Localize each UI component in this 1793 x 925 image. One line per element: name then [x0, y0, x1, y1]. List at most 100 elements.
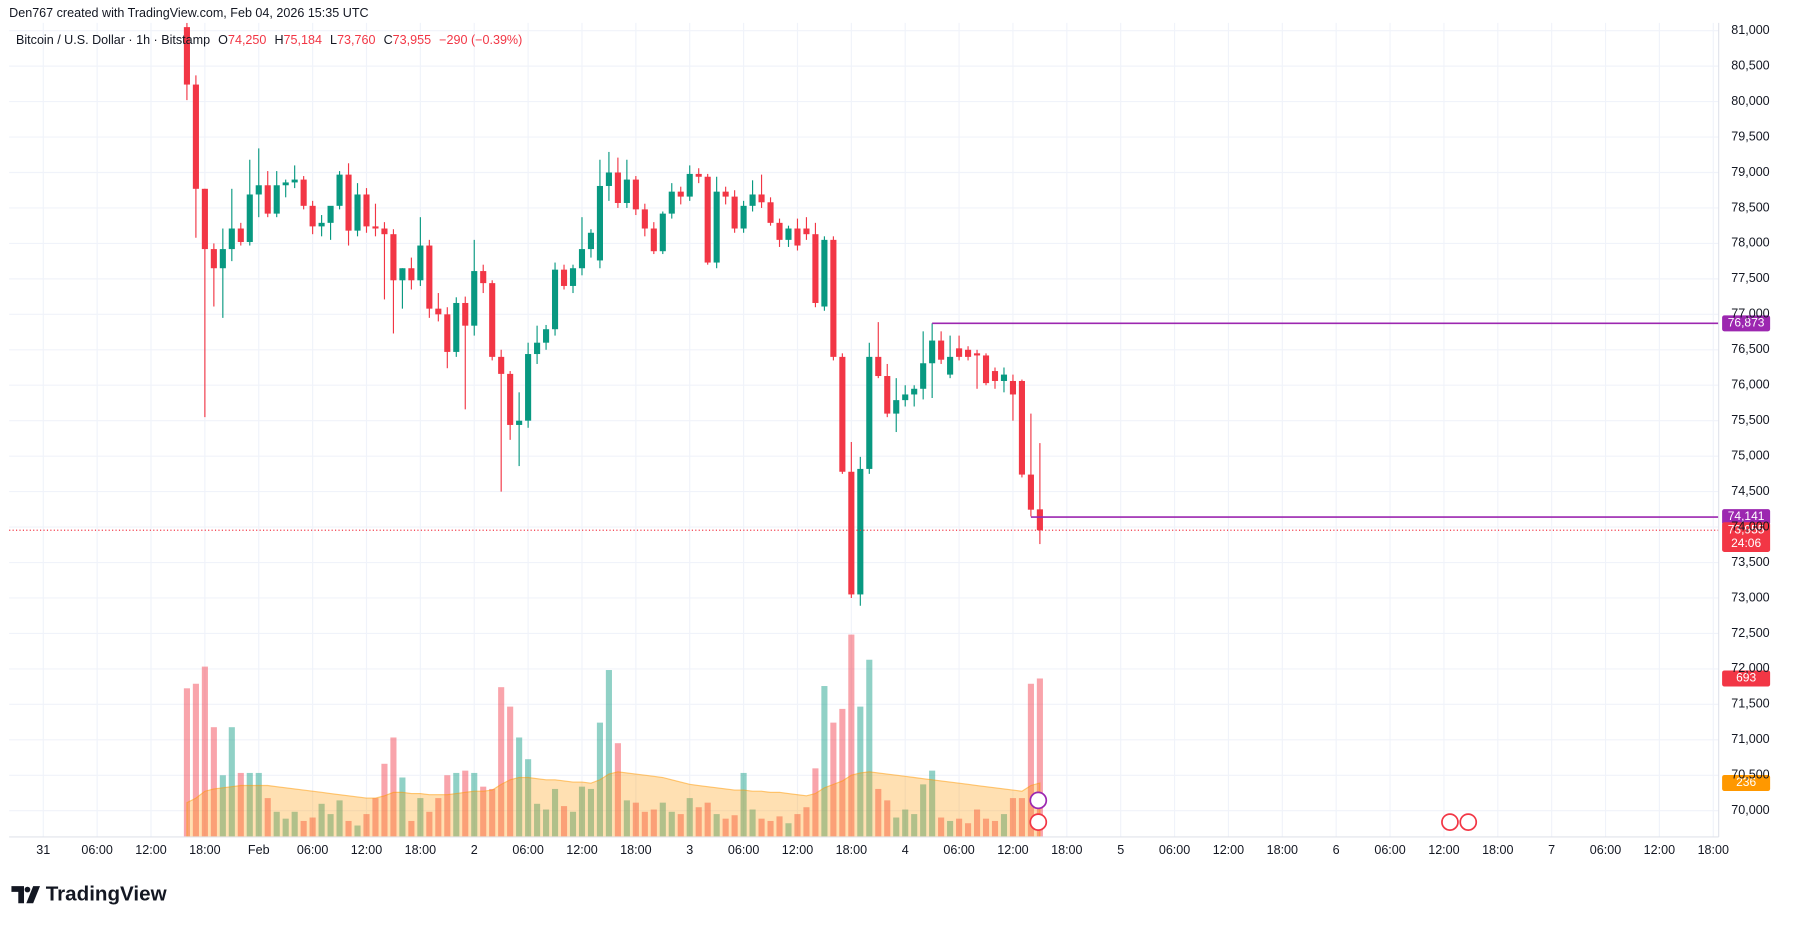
volume-bar — [336, 800, 343, 837]
volume-ma-area — [186, 771, 1041, 837]
volume-bar — [749, 809, 756, 837]
volume-bar — [444, 775, 451, 837]
event-icon[interactable] — [1441, 813, 1459, 831]
price-label-box — [1722, 522, 1771, 552]
volume-bar — [210, 727, 217, 837]
event-icon[interactable] — [1029, 813, 1048, 831]
volume-bar — [884, 800, 891, 837]
volume-bar — [282, 818, 289, 837]
ohlc-value: 75,184 — [284, 33, 322, 47]
volume-bar — [821, 686, 828, 837]
y-tick-label: 71,000 — [1731, 732, 1769, 746]
candle-body — [722, 191, 729, 197]
candle-body — [677, 191, 684, 197]
candle-body — [596, 185, 603, 261]
ohlc-value: 73,955 — [393, 33, 431, 47]
volume-bar — [911, 814, 918, 837]
volume-bar — [758, 818, 765, 837]
volume-bar — [381, 763, 388, 837]
volume-bar — [516, 737, 523, 837]
volume-bar — [731, 815, 738, 837]
volume-bar — [569, 811, 577, 837]
x-tick-label: 12:00 — [351, 843, 382, 857]
volume-bar — [650, 809, 657, 837]
candle-body — [830, 239, 837, 357]
candle-body — [767, 202, 774, 223]
y-tick-label: 72,000 — [1731, 661, 1769, 675]
candle-body — [623, 179, 630, 203]
symbol-title: Bitcoin / U.S. Dollar · 1h · Bitstamp — [16, 33, 210, 47]
volume-bar — [507, 706, 514, 837]
volume-bar — [246, 772, 253, 837]
candle-body — [785, 228, 792, 240]
volume-bar — [309, 817, 316, 837]
ohlc-key: L — [330, 33, 337, 47]
candle-body — [246, 194, 253, 242]
candle-body — [462, 302, 469, 326]
volume-bar — [686, 798, 693, 837]
volume-bar — [1009, 798, 1017, 837]
volume-bar — [399, 777, 406, 837]
y-tick-label: 81,000 — [1731, 23, 1769, 37]
volume-bar — [291, 811, 298, 837]
candle-body — [812, 234, 819, 303]
candle-body — [1009, 380, 1017, 395]
x-tick-label: 06:00 — [297, 843, 328, 857]
volume-bar — [704, 802, 711, 837]
candle-body — [327, 205, 334, 223]
candle-body — [435, 308, 442, 315]
candle-body — [426, 245, 433, 309]
candle-body — [893, 400, 900, 414]
logo-dot — [24, 886, 31, 893]
candle-body — [516, 420, 523, 425]
brand-logo: TradingView — [11, 883, 168, 906]
ohlc-key: O — [218, 33, 228, 47]
x-tick-label: 12:00 — [1213, 843, 1244, 857]
x-tick-label: 12:00 — [1644, 843, 1675, 857]
x-tick-label: 06:00 — [943, 843, 974, 857]
ohlc-change: −290 (−0.39%) — [439, 33, 522, 47]
x-tick-label: 06:00 — [1159, 843, 1190, 857]
volume-bar — [1000, 814, 1008, 837]
candle-body — [821, 239, 828, 307]
volume-bar — [273, 811, 280, 837]
volume-bar — [857, 706, 864, 837]
y-tick-label: 71,500 — [1731, 697, 1769, 711]
header: Den767 created with TradingView.com, Feb… — [9, 6, 368, 20]
x-tick-label: 18:00 — [1698, 843, 1729, 857]
x-tick-label: 4 — [902, 843, 909, 857]
x-tick-label: 12:00 — [135, 843, 166, 857]
volume-bar — [659, 802, 666, 837]
volume-bar — [956, 818, 963, 837]
candle-body — [947, 356, 954, 375]
y-tick-label: 75,500 — [1731, 413, 1769, 427]
y-tick-label: 75,000 — [1731, 448, 1769, 462]
y-tick-label: 72,500 — [1731, 626, 1769, 640]
candle-body — [372, 226, 379, 229]
volume-bar — [740, 772, 747, 837]
volume-bar — [327, 814, 334, 837]
volume-bar — [947, 820, 954, 837]
candle-body — [650, 228, 657, 252]
candle-body — [219, 249, 226, 269]
volume-bar — [264, 798, 271, 837]
candle-body — [982, 355, 990, 384]
event-icon[interactable] — [1029, 791, 1048, 810]
price-label: 236 — [1736, 775, 1756, 789]
candle-body — [749, 194, 756, 206]
event-icon[interactable] — [1459, 813, 1478, 831]
x-tick-label: 12:00 — [566, 843, 597, 857]
volume-bar — [354, 825, 361, 837]
candle-body — [857, 468, 864, 595]
x-tick-label: 18:00 — [1267, 843, 1298, 857]
x-tick-label: 06:00 — [728, 843, 759, 857]
price-label: 693 — [1736, 671, 1756, 685]
y-tick-label: 73,500 — [1731, 555, 1769, 569]
candle-body — [929, 340, 936, 364]
candle-body — [453, 302, 460, 352]
price-label-box — [1722, 509, 1771, 526]
candle-body — [839, 356, 846, 472]
x-tick-label: 06:00 — [81, 843, 112, 857]
volume-bar — [794, 814, 801, 837]
volume-bar — [614, 743, 621, 837]
